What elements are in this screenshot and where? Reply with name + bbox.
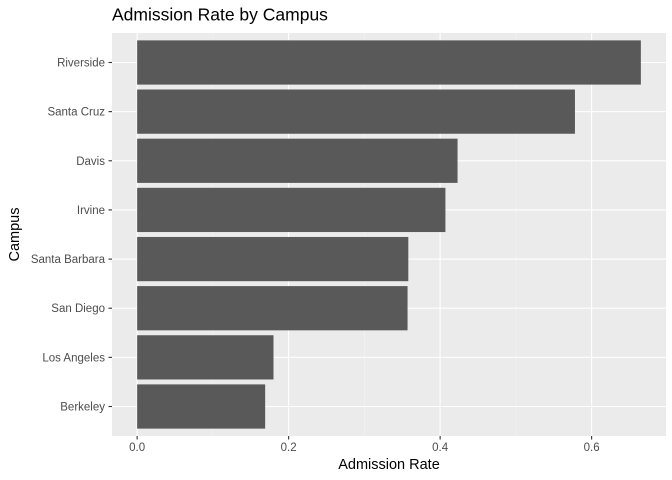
x-tick-label: 0.6 [584, 442, 600, 454]
bar-santa-cruz [137, 89, 575, 134]
y-axis-title: Campus [7, 208, 23, 262]
y-tick-label: Riverside [57, 57, 105, 69]
x-tick-label: 0.4 [432, 442, 449, 454]
x-axis: 0.0 0.2 0.4 0.6 [129, 436, 600, 454]
y-tick-label: Santa Cruz [47, 107, 105, 119]
bar-irvine [137, 187, 446, 233]
bar-riverside [137, 40, 641, 85]
bar-los-angeles [137, 335, 274, 380]
y-tick-label: Los Angeles [42, 352, 105, 364]
bars [137, 40, 641, 429]
bar-berkeley [137, 384, 266, 429]
chart-title: Admission Rate by Campus [112, 5, 328, 25]
y-tick-label: Irvine [77, 205, 105, 217]
y-axis: Riverside Santa Cruz Davis Irvine Santa Barb… [31, 57, 112, 414]
bar-san-diego [137, 286, 408, 331]
bar-santa-barbara [137, 236, 409, 282]
y-tick-label: Berkeley [60, 402, 105, 414]
bar-davis [137, 138, 458, 183]
x-tick-label: 0.0 [129, 442, 145, 454]
x-tick-label: 0.2 [281, 442, 297, 454]
y-tick-label: Santa Barbara [31, 254, 106, 266]
y-tick-label: San Diego [51, 303, 105, 315]
x-axis-title: Admission Rate [338, 457, 440, 473]
y-tick-label: Davis [76, 156, 105, 168]
